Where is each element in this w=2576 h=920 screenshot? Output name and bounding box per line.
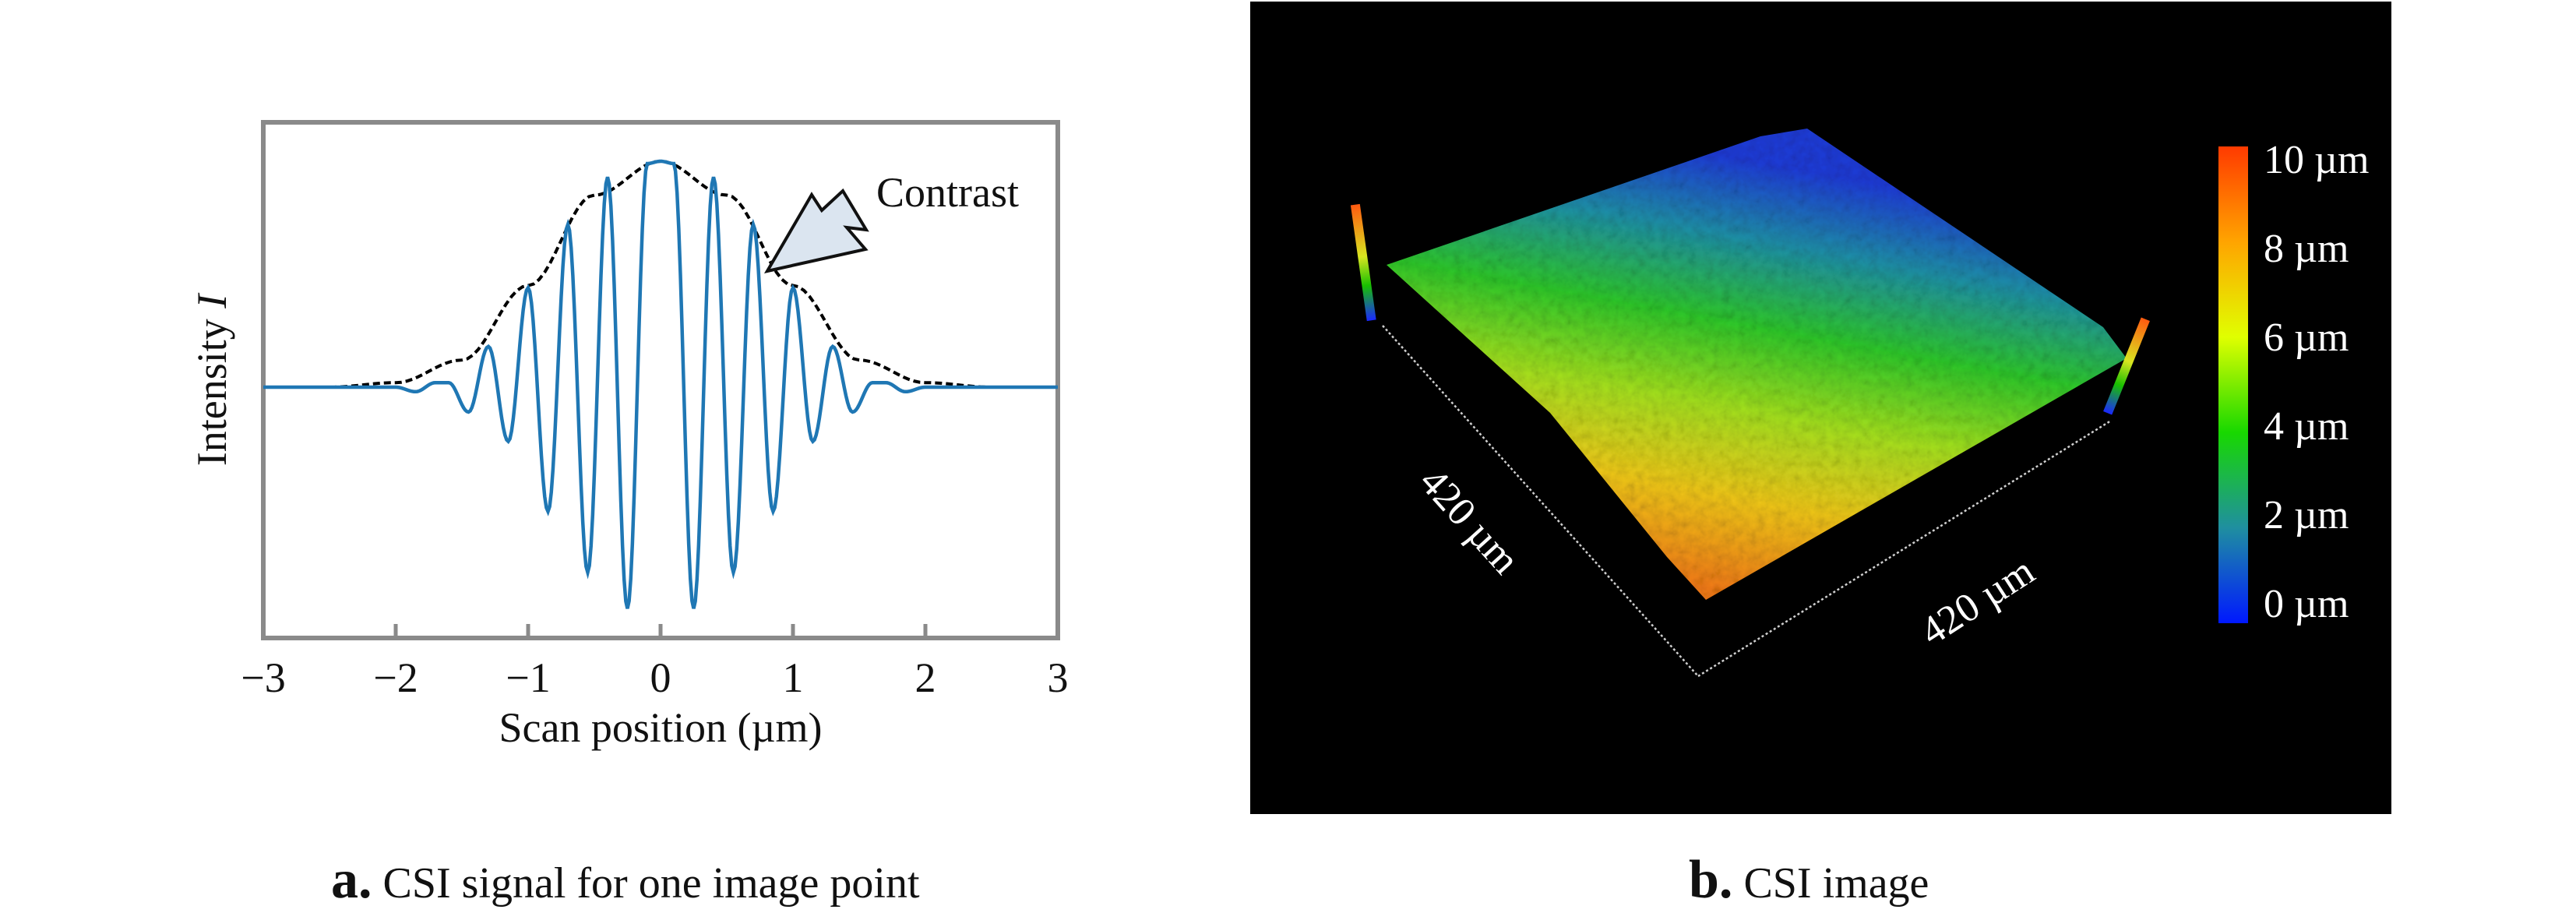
csi-image-svg: 420 µm 420 µm 10 µm8 µm6 µm4 µm2 µm0 µm xyxy=(1250,2,2391,814)
caption-b: b. CSI image xyxy=(1689,849,1929,911)
left-corner-post xyxy=(1350,203,1376,322)
colorbar-tick-label: 2 µm xyxy=(2264,493,2349,538)
x-axis-tick-labels: −3 −2 −1 0 1 2 3 xyxy=(241,654,1068,701)
colorbar-tick-label: 8 µm xyxy=(2264,227,2349,271)
colorbar-tick-label: 0 µm xyxy=(2264,582,2349,626)
caption-a-text: CSI signal for one image point xyxy=(372,859,920,908)
x-tick-label: 0 xyxy=(650,654,671,701)
right-corner-post xyxy=(2103,317,2150,415)
colorbar-tick-label: 4 µm xyxy=(2264,404,2349,449)
x-tick-label: 3 xyxy=(1048,654,1069,701)
panel-b-csi-image: 420 µm 420 µm 10 µm 8 µm 6 µm 4 µm 2 µm 0 µm … xyxy=(1246,0,2576,920)
colorbar-tick-label: 6 µm xyxy=(2264,315,2349,360)
caption-b-text: CSI image xyxy=(1732,859,1929,908)
y-axis-label: Intensity I xyxy=(189,292,235,466)
x-axis-ticks xyxy=(261,624,1060,638)
panel-a-signal-chart: −3 −2 −1 0 1 2 3 Contrast Scan position (µm) I… xyxy=(0,0,1246,920)
x-tick-label: −3 xyxy=(241,654,285,701)
colorbar-labels: 10 µm 8 µm 6 µm 4 µm 2 µm 0 µm xyxy=(2264,138,2369,626)
colorbar xyxy=(2218,146,2248,623)
base-edge-left xyxy=(1382,325,1699,677)
caption-a-letter: a. xyxy=(331,850,372,910)
y-axis-label-symbol: I xyxy=(189,292,235,309)
x-tick-label: 1 xyxy=(783,654,804,701)
x-tick-label: 2 xyxy=(915,654,936,701)
x-axis-label: Scan position (µm) xyxy=(499,704,822,751)
contrast-annotation: Contrast xyxy=(876,169,1019,216)
caption-b-letter: b. xyxy=(1689,850,1733,910)
colorbar-tick-label: 10 µm xyxy=(2264,138,2369,182)
contrast-arrow xyxy=(763,188,869,273)
y-axis-label-word: Intensity xyxy=(189,319,235,466)
signal-line xyxy=(263,159,1058,609)
caption-a: a. CSI signal for one image point xyxy=(331,849,920,911)
x-tick-label: −1 xyxy=(506,654,550,701)
x-tick-label: −2 xyxy=(373,654,418,701)
base-edge-right xyxy=(1697,419,2112,678)
signal-chart-svg: −3 −2 −1 0 1 2 3 Contrast Scan position (µm) I… xyxy=(189,120,1069,751)
